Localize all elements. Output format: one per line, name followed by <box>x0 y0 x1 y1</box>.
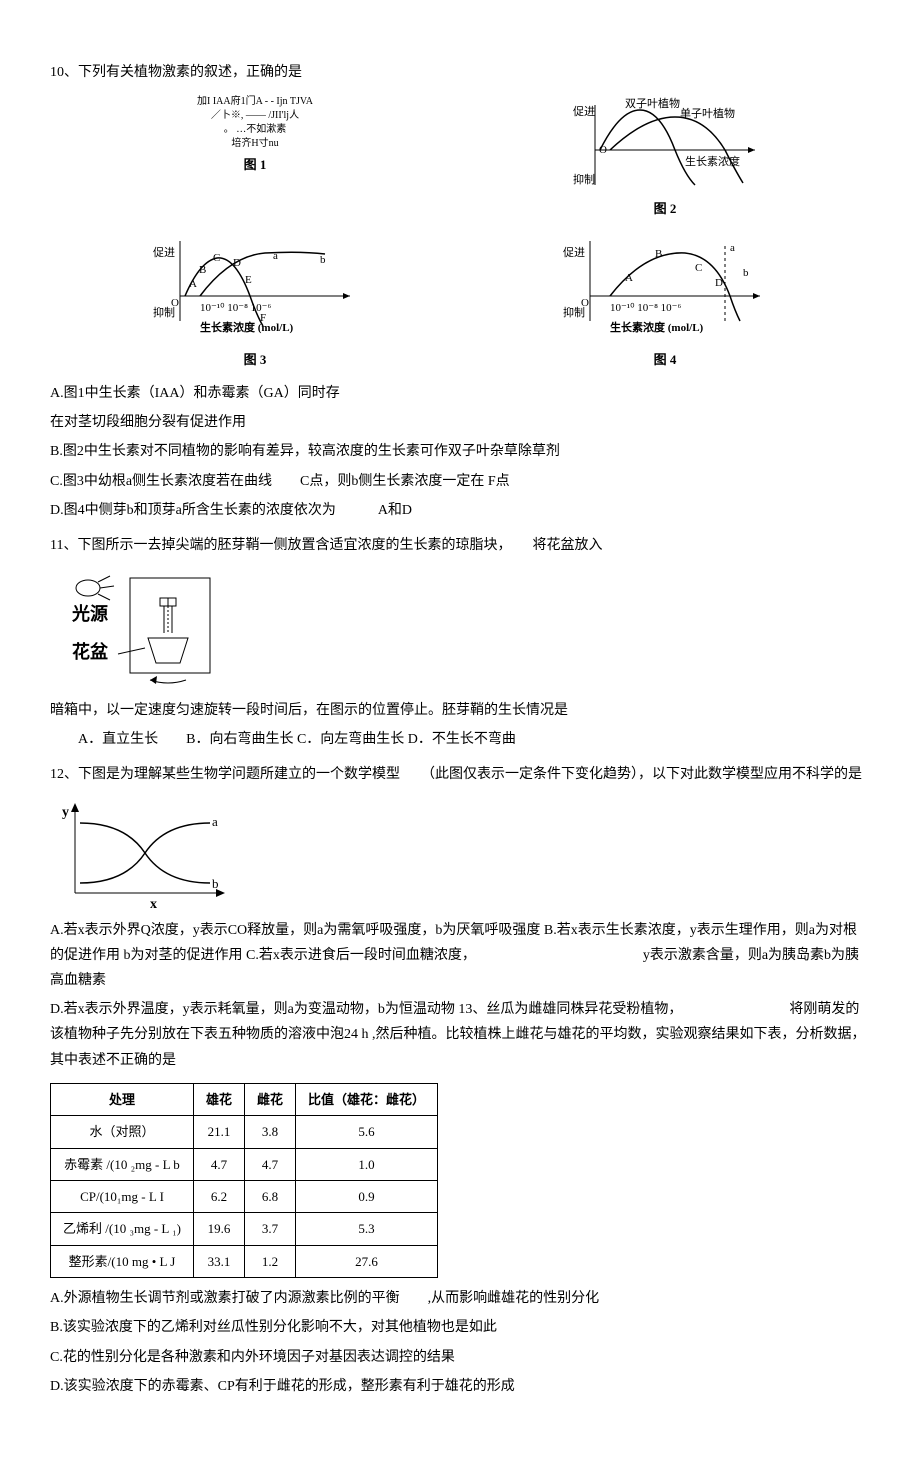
q10-figures-row-1: 加I IAA府1门A - - Ijn TJVA ／卜※, —— /JII'lj人… <box>50 95 870 220</box>
q10-figures-row-2: 促进 抑制 O A B C D E F a b 10⁻¹⁰ 10⁻⁸ 10⁻⁶ … <box>50 231 870 371</box>
svg-text:O: O <box>171 297 179 309</box>
q10-optB: B.图2中生长素对不同植物的影响有差异，较高浓度的生长素可作双子叶杂草除草剂 <box>50 439 870 464</box>
svg-text:b: b <box>743 267 749 279</box>
svg-text:B: B <box>655 248 662 260</box>
q11-desc: 暗箱中，以一定速度匀速旋转一段时间后，在图示的位置停止。胚芽鞘的生长情况是 <box>50 698 870 723</box>
fig3-label: 图 3 <box>145 348 365 371</box>
q11-figure: 光源 花盆 <box>50 568 870 688</box>
q12-stem: 12、下图是为理解某些生物学问题所建立的一个数学模型 （此图仅表示一定条件下变化… <box>50 762 870 787</box>
q12-svg: y x a b <box>50 798 230 908</box>
svg-text:促进: 促进 <box>573 104 595 118</box>
th-0: 处理 <box>51 1083 194 1115</box>
svg-text:抑制: 抑制 <box>573 172 595 186</box>
fig2-label: 图 2 <box>555 197 775 220</box>
svg-text:10⁻¹⁰ 10⁻⁸ 10⁻⁶: 10⁻¹⁰ 10⁻⁸ 10⁻⁶ <box>200 302 271 314</box>
q13-optD: D.该实验浓度下的赤霉素、CP有利于雌花的形成，整形素有利于雄花的形成 <box>50 1374 870 1399</box>
svg-text:a: a <box>273 250 278 262</box>
svg-text:促进: 促进 <box>563 245 585 259</box>
svg-text:花盆: 花盆 <box>72 641 109 662</box>
svg-text:A: A <box>625 272 633 284</box>
fig4-label: 图 4 <box>555 348 775 371</box>
q13-optB: B.该实验浓度下的乙烯利对丝瓜性别分化影响不大，对其他植物也是如此 <box>50 1315 870 1340</box>
fig4: 促进 抑制 O A B C D a b 10⁻¹⁰ 10⁻⁸ 10⁻⁶ 生长素浓… <box>555 231 775 371</box>
q12-optD: D.若x表示外界温度，y表示耗氧量，则a为变温动物，b为恒温动物 13、丝瓜为雌… <box>50 997 870 1073</box>
svg-text:E: E <box>245 274 252 286</box>
q13-optC: C.花的性别分化是各种激素和内外环境因子对基因表达调控的结果 <box>50 1345 870 1370</box>
q13-table: 处理 雄花 雌花 比值（雄花：雌花） 水（对照）21.13.85.6 赤霉素 /… <box>50 1083 438 1278</box>
q10-optA-1: A.图1中生长素（IAA）和赤霉素（GA）同时存 <box>50 381 870 406</box>
question-13: 处理 雄花 雌花 比值（雄花：雌花） 水（对照）21.13.85.6 赤霉素 /… <box>50 1083 870 1399</box>
fig4-svg: 促进 抑制 O A B C D a b 10⁻¹⁰ 10⁻⁸ 10⁻⁶ 生长素浓… <box>555 231 775 346</box>
fig1: 加I IAA府1门A - - Ijn TJVA ／卜※, —— /JII'lj人… <box>145 95 365 220</box>
table-row: 乙烯利 /(10 ₃mg - L ₁)19.63.75.3 <box>51 1213 438 1245</box>
q13-optA: A.外源植物生长调节剂或激素打破了内源激素比例的平衡 ,从而影响雌雄花的性别分化 <box>50 1286 870 1311</box>
q12-figure: y x a b <box>50 798 870 908</box>
fig1-text: 加I IAA府1门A - - Ijn TJVA ／卜※, —— /JII'lj人… <box>145 95 365 151</box>
table-row: 赤霉素 /(10 ₂mg - L b4.74.71.0 <box>51 1148 438 1180</box>
fig1-label: 图 1 <box>145 153 365 176</box>
table-header-row: 处理 雄花 雌花 比值（雄花：雌花） <box>51 1083 438 1115</box>
fig2-svg: 促进 抑制 O 双子叶植物 单子叶植物 生长素浓度 <box>565 95 765 195</box>
svg-text:光源: 光源 <box>71 603 108 624</box>
table-row: 整形素/(10 mg • L J33.11.227.6 <box>51 1245 438 1277</box>
q12-line-ab: A.若x表示外界Q浓度，y表示CO释放量，则a为需氧呼吸强度，b为厌氧呼吸强度 … <box>50 918 870 994</box>
th-1: 雄花 <box>193 1083 244 1115</box>
question-11: 11、下图所示一去掉尖端的胚芽鞘一侧放置含适宜浓度的生长素的琼脂块， 将花盆放入… <box>50 533 870 753</box>
q10-stem: 10、下列有关植物激素的叙述，正确的是 <box>50 60 870 85</box>
fig2: 促进 抑制 O 双子叶植物 单子叶植物 生长素浓度 图 2 <box>555 95 775 220</box>
svg-text:A: A <box>189 278 197 290</box>
th-3: 比值（雄花：雌花） <box>296 1083 438 1115</box>
table-row: 水（对照）21.13.85.6 <box>51 1116 438 1148</box>
question-12: 12、下图是为理解某些生物学问题所建立的一个数学模型 （此图仅表示一定条件下变化… <box>50 762 870 1072</box>
q11-opts: A．直立生长 B．向右弯曲生长 C．向左弯曲生长 D．不生长不弯曲 <box>50 727 870 752</box>
table-row: CP/(10₁mg - L I6.26.80.9 <box>51 1180 438 1212</box>
q10-optC: C.图3中幼根a侧生长素浓度若在曲线 C点，则b侧生长素浓度一定在 F点 <box>50 469 870 494</box>
th-2: 雌花 <box>245 1083 296 1115</box>
question-10: 10、下列有关植物激素的叙述，正确的是 加I IAA府1门A - - Ijn T… <box>50 60 870 523</box>
svg-text:10⁻¹⁰ 10⁻⁸ 10⁻⁶: 10⁻¹⁰ 10⁻⁸ 10⁻⁶ <box>610 302 681 314</box>
svg-text:D: D <box>233 257 241 269</box>
svg-text:x: x <box>150 897 157 908</box>
svg-text:a: a <box>730 242 735 254</box>
svg-text:y: y <box>62 805 69 820</box>
fig3: 促进 抑制 O A B C D E F a b 10⁻¹⁰ 10⁻⁸ 10⁻⁶ … <box>145 231 365 371</box>
q10-optD: D.图4中侧芽b和顶芽a所含生长素的浓度依次为 A和D <box>50 498 870 523</box>
svg-text:单子叶植物: 单子叶植物 <box>680 106 735 120</box>
q11-stem: 11、下图所示一去掉尖端的胚芽鞘一侧放置含适宜浓度的生长素的琼脂块， 将花盆放入 <box>50 533 870 558</box>
q13-tbody: 水（对照）21.13.85.6 赤霉素 /(10 ₂mg - L b4.74.7… <box>51 1116 438 1278</box>
svg-text:生长素浓度: 生长素浓度 <box>685 154 740 168</box>
svg-text:a: a <box>212 814 218 829</box>
svg-text:B: B <box>199 264 206 276</box>
svg-text:C: C <box>213 252 220 264</box>
svg-text:双子叶植物: 双子叶植物 <box>625 96 680 110</box>
svg-text:b: b <box>320 254 326 266</box>
fig3-svg: 促进 抑制 O A B C D E F a b 10⁻¹⁰ 10⁻⁸ 10⁻⁶ … <box>145 231 365 346</box>
svg-text:O: O <box>581 297 589 309</box>
svg-text:促进: 促进 <box>153 245 175 259</box>
svg-text:生长素浓度 (mol/L): 生长素浓度 (mol/L) <box>610 320 704 334</box>
svg-text:D: D <box>715 277 723 289</box>
q11-svg: 光源 花盆 <box>50 568 220 688</box>
q10-optA-2: 在对茎切段细胞分裂有促进作用 <box>50 410 870 435</box>
svg-text:b: b <box>212 876 219 891</box>
svg-text:C: C <box>695 262 702 274</box>
svg-text:生长素浓度 (mol/L): 生长素浓度 (mol/L) <box>200 320 294 334</box>
